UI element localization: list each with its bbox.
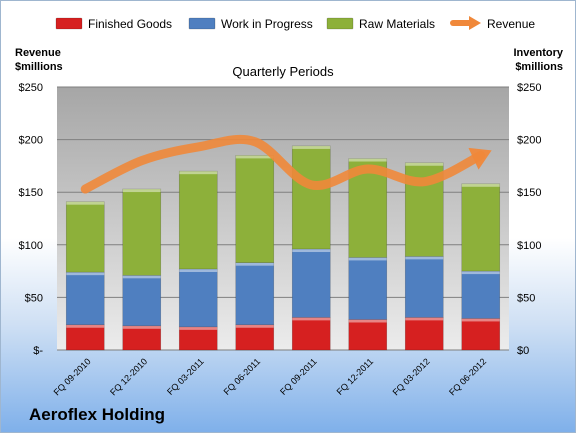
x-tick-label: FQ 06-2011 [222, 356, 263, 397]
bar-highlight [461, 318, 500, 322]
bar-highlight [292, 249, 331, 253]
bar-work-in-progress [461, 270, 501, 319]
bar-highlight [179, 171, 218, 175]
x-tick-label: FQ 06-2012 [447, 356, 488, 397]
bar-highlight [348, 319, 387, 323]
bar-work-in-progress [122, 275, 162, 327]
bar-highlight [348, 158, 387, 162]
legend-swatch [326, 17, 354, 30]
y-tick-left: $100 [19, 240, 43, 252]
y-axis-title-left-2: $millions [15, 61, 63, 73]
bar-highlight [292, 145, 331, 149]
bar-finished-goods [235, 324, 275, 351]
y-tick-right: $100 [517, 240, 541, 252]
bar-highlight [235, 324, 274, 328]
bar-finished-goods [178, 326, 218, 351]
legend-label: Work in Progress [221, 17, 313, 31]
y-tick-left: $150 [19, 187, 43, 199]
bar-finished-goods [404, 317, 444, 351]
bar-work-in-progress [291, 248, 331, 318]
x-tick-label: FQ 09-2010 [52, 356, 93, 397]
x-tick-label: FQ 12-2011 [335, 356, 376, 397]
bar-finished-goods [348, 319, 388, 351]
legend-label: Finished Goods [88, 17, 172, 31]
legend-label: Revenue [487, 17, 535, 31]
bar-highlight [179, 268, 218, 272]
bar-raw-materials [235, 155, 275, 263]
x-tick-label: FQ 09-2011 [278, 356, 319, 397]
legend-label: Raw Materials [359, 17, 435, 31]
y-axis-title-left-1: Revenue [15, 47, 61, 59]
bar-work-in-progress [404, 256, 444, 318]
y-tick-left: $50 [25, 292, 43, 304]
y-tick-right: $200 [517, 135, 541, 147]
y-tick-right: $50 [517, 292, 535, 304]
company-name: Aeroflex Holding [29, 405, 166, 424]
bar-highlight [122, 325, 161, 329]
bar-highlight [292, 317, 331, 321]
revenue-line [80, 134, 486, 194]
bar-raw-materials [122, 188, 162, 276]
legend-arrow-revenue [469, 16, 481, 30]
bar-highlight [66, 201, 105, 205]
y-tick-right: $150 [517, 187, 541, 199]
bar-highlight [235, 262, 274, 266]
bar-raw-materials [291, 145, 331, 250]
y-tick-left: $- [33, 345, 43, 357]
bar-highlight [122, 275, 161, 279]
bar-highlight [122, 189, 161, 193]
bar-work-in-progress [235, 262, 275, 326]
x-tick-label: FQ 03-2012 [391, 356, 432, 397]
bar-finished-goods [461, 318, 501, 351]
bar-highlight [348, 257, 387, 261]
bar-highlight [405, 162, 444, 166]
bar-highlight [66, 324, 105, 328]
chart-title: Quarterly Periods [232, 64, 334, 79]
bar-finished-goods [122, 325, 162, 351]
bar-highlight [461, 271, 500, 275]
bar-finished-goods [65, 324, 105, 351]
bar-highlight [66, 272, 105, 276]
y-tick-right: $0 [517, 345, 529, 357]
bar-work-in-progress [178, 268, 218, 328]
bar-finished-goods [291, 317, 331, 351]
bar-highlight [461, 183, 500, 187]
y-tick-left: $250 [19, 82, 43, 94]
x-tick-label: FQ 12-2010 [108, 356, 149, 397]
bar-highlight [235, 155, 274, 159]
bar-highlight [405, 317, 444, 321]
bar-highlight [405, 256, 444, 260]
bar-highlight [179, 326, 218, 330]
revenue-arrowhead [468, 147, 492, 170]
bar-work-in-progress [348, 257, 388, 320]
y-axis-title-right-2: $millions [515, 61, 563, 73]
y-axis-title-right-1: Inventory [513, 47, 563, 59]
bar-raw-materials [461, 183, 501, 272]
bar-raw-materials [178, 170, 218, 270]
bar-work-in-progress [65, 271, 105, 326]
legend-swatch [188, 17, 216, 30]
bar-raw-materials [65, 201, 105, 273]
x-tick-label: FQ 03-2011 [165, 356, 206, 397]
legend-swatch [55, 17, 83, 30]
y-tick-right: $250 [517, 82, 541, 94]
y-tick-left: $200 [19, 135, 43, 147]
